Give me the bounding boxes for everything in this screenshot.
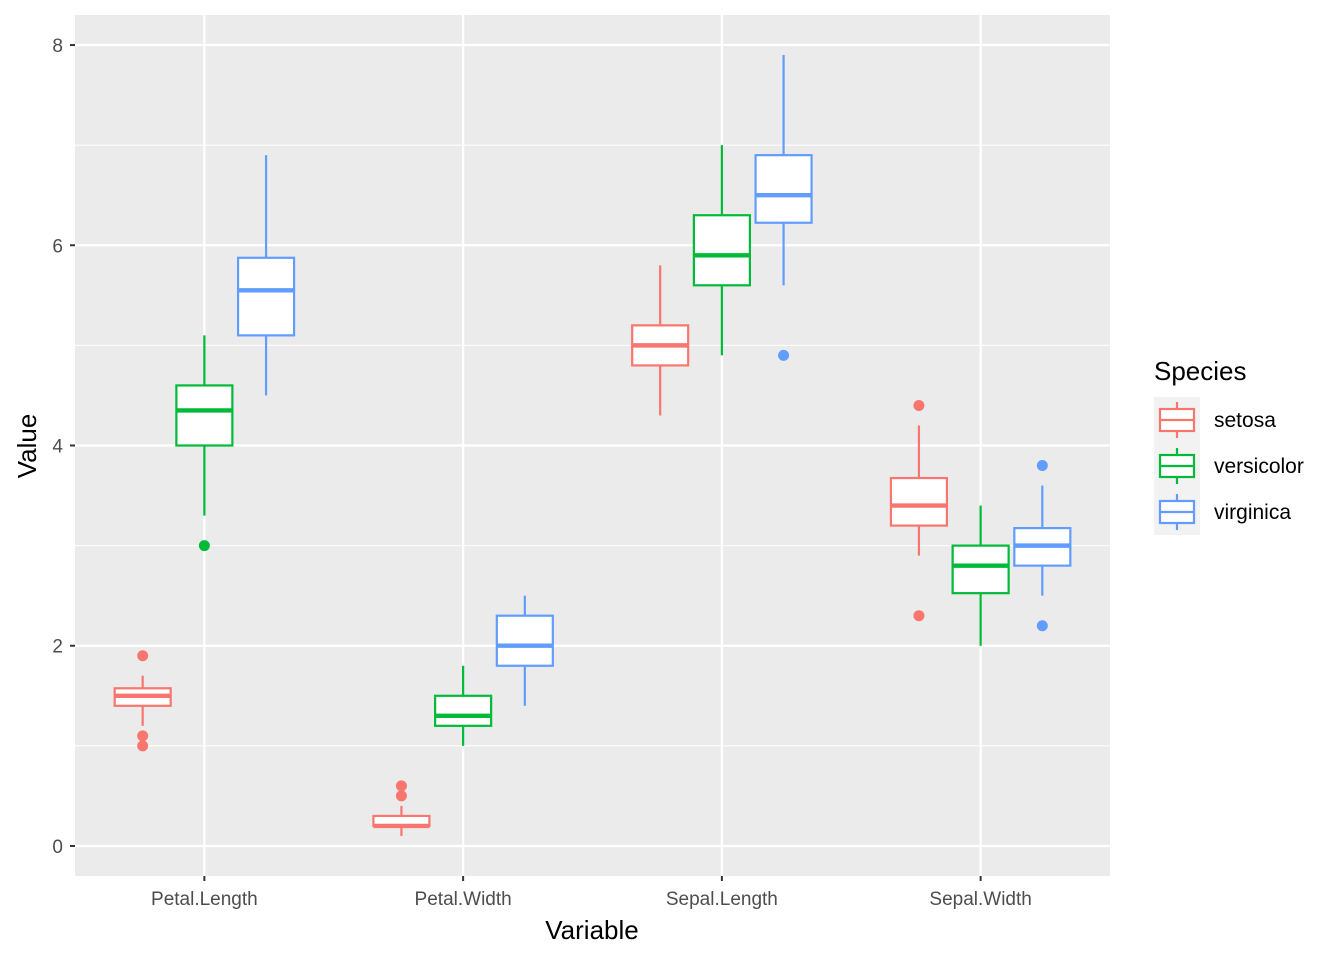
box-iqr [434, 694, 493, 727]
box-virginica [1013, 460, 1072, 632]
x-axis-label: Variable [545, 915, 638, 945]
legend-title: Species [1154, 356, 1247, 386]
box-iqr [495, 614, 554, 667]
legend: Species setosa versicolor virginica [1154, 356, 1304, 535]
legend-label: virginica [1214, 501, 1291, 524]
box-iqr [889, 476, 949, 527]
box-iqr [175, 384, 234, 447]
y-axis-label: Value [12, 414, 42, 479]
y-tick-label: 4 [52, 437, 63, 458]
box-versicolor [692, 145, 751, 356]
box-setosa [372, 780, 431, 836]
outlier-point [1036, 620, 1048, 632]
y-tick-label: 8 [52, 36, 63, 57]
box-setosa [889, 399, 949, 622]
y-tick-label: 0 [52, 837, 63, 858]
box-iqr [754, 154, 813, 224]
x-tick-label: Petal.Length [151, 889, 258, 910]
x-tick-label: Sepal.Length [666, 889, 778, 910]
y-tick-label: 6 [52, 236, 63, 257]
outlier-point [395, 780, 407, 792]
legend-label: versicolor [1214, 455, 1304, 478]
box-iqr [951, 544, 1010, 595]
box-virginica [236, 155, 296, 396]
outlier-point [395, 790, 407, 802]
box-iqr [692, 214, 751, 287]
box-versicolor [175, 335, 234, 552]
box-virginica [495, 595, 554, 706]
outlier-point [198, 540, 210, 552]
outlier-point [137, 740, 149, 752]
outlier-point [778, 349, 790, 361]
outlier-point [137, 650, 149, 662]
outlier-point [913, 399, 925, 411]
x-tick-label: Petal.Width [415, 889, 512, 910]
x-tick-label: Sepal.Width [929, 889, 1031, 910]
box-setosa [113, 650, 172, 752]
box-setosa [631, 265, 690, 416]
legend-label: setosa [1214, 409, 1276, 432]
box-versicolor [951, 505, 1010, 646]
outlier-point [913, 610, 925, 622]
y-tick-label: 2 [52, 637, 63, 658]
box-virginica [754, 55, 813, 361]
boxes [113, 55, 1072, 836]
box-versicolor [434, 665, 493, 746]
outlier-point [1036, 460, 1048, 472]
outlier-point [137, 730, 149, 742]
box-iqr [236, 256, 296, 337]
axes: 0 2 4 6 8 Petal.Length Petal.Width Sepal.Length… [52, 36, 1031, 910]
